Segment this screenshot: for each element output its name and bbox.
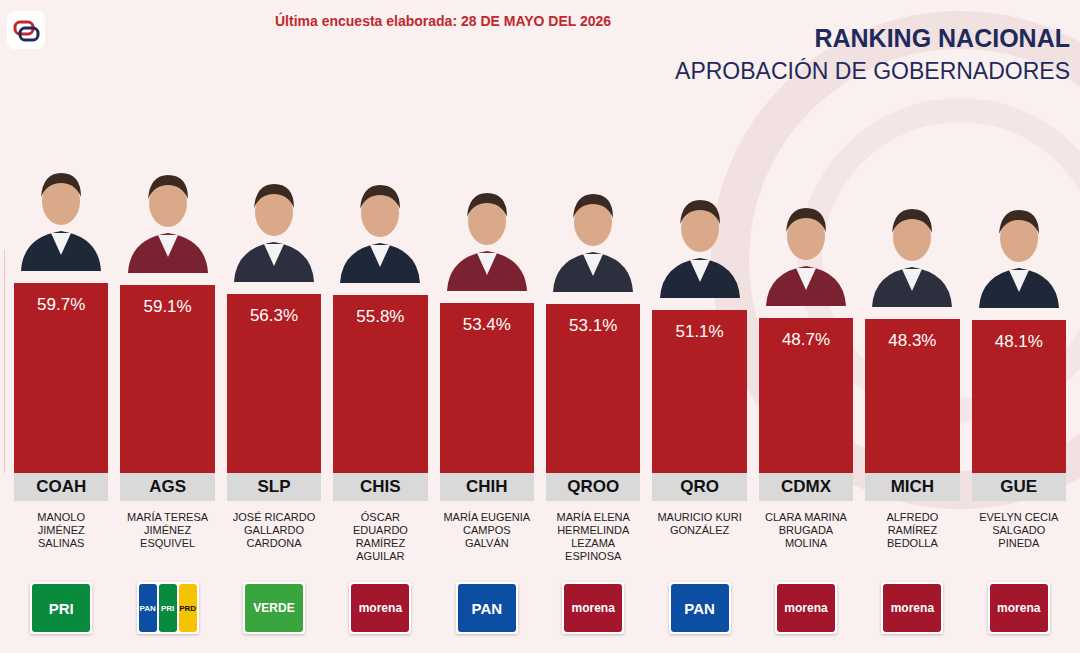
value-label: 53.1% xyxy=(546,316,640,336)
portrait xyxy=(758,194,854,306)
party-badge: VERDE xyxy=(245,584,303,632)
party-badge: morena xyxy=(883,584,941,632)
party-badge: PAN xyxy=(458,584,516,632)
governor-name: EVELYN CECIA SALGADO PINEDA xyxy=(974,511,1064,550)
governor-name: MARÍA ELENA HERMELINDA LEZAMA ESPINOSA xyxy=(548,511,638,563)
portrait xyxy=(439,179,535,291)
party-logo: morena xyxy=(349,582,411,634)
category-label: QRO xyxy=(652,473,746,501)
category-label: CHIH xyxy=(440,473,534,501)
chart-subtitle: APROBACIÓN DE GOBERNADORES xyxy=(675,58,1070,85)
governor-name: CLARA MARINA BRUGADA MOLINA xyxy=(761,511,851,550)
party-badge: morena xyxy=(990,584,1048,632)
portrait xyxy=(13,159,109,271)
party-logo: VERDE xyxy=(243,582,305,634)
portrait xyxy=(652,186,748,298)
governor-name: ALFREDO RAMÍREZ BEDOLLA xyxy=(867,511,957,550)
party-badge: PRD xyxy=(179,584,197,632)
category-label: CDMX xyxy=(759,473,853,501)
portrait xyxy=(545,180,641,292)
category-label: CHIS xyxy=(333,473,427,501)
party-badge: morena xyxy=(351,584,409,632)
category-label: SLP xyxy=(227,473,321,501)
party-logo: morena xyxy=(775,582,837,634)
value-label: 56.3% xyxy=(227,306,321,326)
value-label: 53.4% xyxy=(440,315,534,335)
party-badge: morena xyxy=(777,584,835,632)
party-badge: PAN xyxy=(139,584,157,632)
party-logo: PAN xyxy=(456,582,518,634)
value-label: 48.7% xyxy=(759,330,853,350)
party-logo: morena xyxy=(562,582,624,634)
value-label: 59.1% xyxy=(120,297,214,317)
governor-name: MARÍA TERESA JIMÉNEZ ESQUIVEL xyxy=(122,511,212,550)
portrait xyxy=(864,195,960,307)
party-badge: PRI xyxy=(32,584,90,632)
value-axis-line xyxy=(4,250,5,473)
value-label: 48.3% xyxy=(865,331,959,351)
governor-name: MAURICIO KURI GONZÁLEZ xyxy=(654,511,744,537)
party-logo: PRI xyxy=(30,582,92,634)
party-badge: morena xyxy=(564,584,622,632)
value-label: 48.1% xyxy=(972,332,1066,352)
category-label: QROO xyxy=(546,473,640,501)
party-logo: PAN xyxy=(669,582,731,634)
portrait xyxy=(971,196,1067,308)
party-logo: morena xyxy=(988,582,1050,634)
governor-name: JOSÉ RICARDO GALLARDO CARDONA xyxy=(229,511,319,550)
portrait xyxy=(120,161,216,273)
party-logo: morena xyxy=(881,582,943,634)
logo xyxy=(6,10,46,50)
category-label: AGS xyxy=(120,473,214,501)
category-label: COAH xyxy=(14,473,108,501)
value-label: 59.7% xyxy=(14,295,108,315)
portrait xyxy=(332,171,428,283)
category-label: MICH xyxy=(865,473,959,501)
governor-name: MANOLO JIMÉNEZ SALINAS xyxy=(16,511,106,550)
party-logo: PANPRIPRD xyxy=(137,582,199,634)
chart-title: RANKING NACIONAL xyxy=(814,24,1070,53)
value-label: 51.1% xyxy=(652,322,746,342)
governor-name: ÓSCAR EDUARDO RAMÍREZ AGUILAR xyxy=(335,511,425,563)
governor-name: MARÍA EUGENIA CAMPOS GALVÁN xyxy=(442,511,532,550)
party-badge: PAN xyxy=(671,584,729,632)
survey-date: Última encuesta elaborada: 28 DE MAYO DE… xyxy=(275,13,611,29)
portrait xyxy=(226,170,322,282)
value-label: 55.8% xyxy=(333,307,427,327)
category-label: GUE xyxy=(972,473,1066,501)
party-badge: PRI xyxy=(159,584,177,632)
